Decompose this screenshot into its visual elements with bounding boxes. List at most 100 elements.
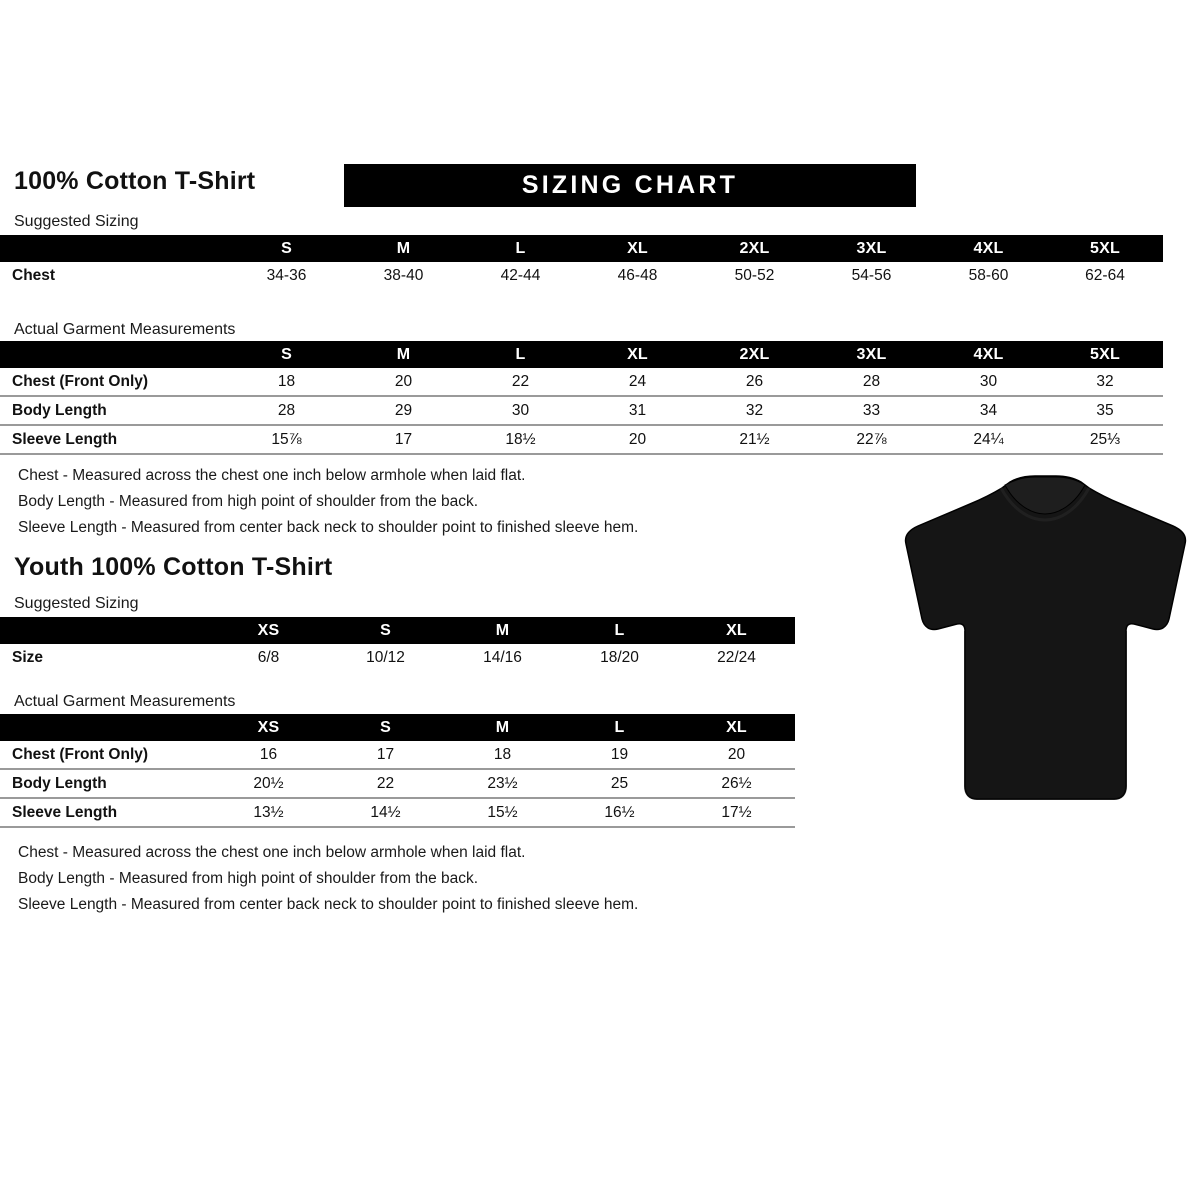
adult-actual-measurements-table: S M L XL 2XL 3XL 4XL 5XL Chest (Front On… (0, 341, 1163, 455)
column-header-xl: XL (726, 718, 747, 736)
sizing-chart-banner: SIZING CHART (344, 164, 916, 207)
table-header-row: XS S M L XL (0, 617, 795, 644)
cell-size-s: 10/12 (366, 648, 405, 666)
column-header-m: M (396, 345, 411, 363)
page-title: 100% Cotton T-Shirt (14, 167, 256, 195)
note-body-length: Body Length - Measured from high point o… (18, 870, 479, 887)
table-row: Chest (Front Only) 18 20 22 24 26 28 30 … (0, 368, 1163, 397)
cell-chestfront-xl: 24 (579, 368, 696, 397)
table-header-row: S M L XL 2XL 3XL 4XL 5XL (0, 341, 1163, 368)
adult-measurement-notes: Chest - Measured across the chest one in… (18, 463, 638, 541)
cell-chestfront-xs: 16 (210, 741, 327, 770)
column-header-2xl: 2XL (739, 345, 770, 363)
youth-suggested-sizing-label: Suggested Sizing (14, 595, 139, 612)
youth-actual-measurements-table: XS S M L XL Chest (Front Only) 16 17 18 … (0, 714, 795, 828)
cell-sleevelength-l: 16½ (561, 798, 678, 828)
cell-sleevelength-l: 18½ (462, 425, 579, 455)
adult-suggested-sizing-label: Suggested Sizing (14, 213, 139, 230)
cell-size-l: 18/20 (600, 648, 639, 666)
column-header-m: M (396, 239, 411, 257)
table-row: Sleeve Length 15⅞ 17 18½ 20 21½ 22⅞ 24¼ … (0, 425, 1163, 455)
note-sleeve-length: Sleeve Length - Measured from center bac… (18, 519, 639, 536)
adult-suggested-sizing-table: S M L XL 2XL 3XL 4XL 5XL Chest 34-36 38-… (0, 235, 1163, 289)
youth-suggested-sizing-table: XS S M L XL Size 6/8 10/12 14/16 18/20 2… (0, 617, 795, 671)
cell-chest-s: 34-36 (266, 266, 307, 284)
cell-chest-2xl: 50-52 (734, 266, 775, 284)
cell-chestfront-s: 17 (327, 741, 444, 770)
column-header-l: L (614, 621, 625, 639)
column-header-xl: XL (726, 621, 747, 639)
cell-chest-m: 38-40 (383, 266, 424, 284)
row-label-size: Size (12, 648, 44, 666)
cell-sleevelength-m: 17 (345, 425, 462, 455)
tshirt-icon (904, 475, 1187, 800)
table-row: Size 6/8 10/12 14/16 18/20 22/24 (0, 644, 795, 671)
cell-size-xl: 22/24 (717, 648, 756, 666)
cell-bodylength-xl: 26½ (678, 769, 795, 799)
sizing-chart-banner-label: SIZING CHART (521, 171, 739, 199)
cell-sleevelength-5xl: 25⅓ (1047, 425, 1163, 455)
cell-bodylength-4xl: 34 (930, 396, 1047, 426)
cell-chestfront-xl: 20 (678, 741, 795, 770)
row-label-chest: Chest (12, 266, 56, 284)
column-header-2xl: 2XL (739, 239, 770, 257)
row-label-sleeve-length: Sleeve Length (0, 798, 210, 828)
table-row: Sleeve Length 13½ 14½ 15½ 16½ 17½ (0, 798, 795, 828)
column-header-3xl: 3XL (856, 345, 887, 363)
table-header-row: XS S M L XL (0, 714, 795, 741)
cell-chest-3xl: 54-56 (851, 266, 892, 284)
cell-chestfront-s: 18 (228, 368, 345, 397)
column-header-l: L (614, 718, 625, 736)
cell-chest-4xl: 58-60 (968, 266, 1009, 284)
column-header-l: L (515, 239, 526, 257)
youth-section-title: Youth 100% Cotton T-Shirt (14, 553, 333, 581)
cell-sleevelength-4xl: 24¼ (930, 425, 1047, 455)
cell-sleevelength-xs: 13½ (210, 798, 327, 828)
cell-size-xs: 6/8 (257, 648, 280, 666)
note-chest: Chest - Measured across the chest one in… (18, 844, 526, 861)
cell-chestfront-m: 18 (444, 741, 561, 770)
column-header-m: M (495, 621, 510, 639)
row-label-body-length: Body Length (0, 769, 210, 799)
column-header-4xl: 4XL (973, 345, 1004, 363)
cell-bodylength-2xl: 32 (696, 396, 813, 426)
cell-sleevelength-m: 15½ (444, 798, 561, 828)
column-header-s: S (380, 621, 391, 639)
cell-sleevelength-2xl: 21½ (696, 425, 813, 455)
cell-bodylength-xl: 31 (579, 396, 696, 426)
table-header-row: S M L XL 2XL 3XL 4XL 5XL (0, 235, 1163, 262)
column-header-l: L (515, 345, 526, 363)
table-row: Chest 34-36 38-40 42-44 46-48 50-52 54-5… (0, 262, 1163, 289)
youth-measurement-notes: Chest - Measured across the chest one in… (18, 840, 638, 918)
cell-chestfront-l: 19 (561, 741, 678, 770)
column-header-m: M (495, 718, 510, 736)
cell-sleevelength-xl: 17½ (678, 798, 795, 828)
column-header-3xl: 3XL (856, 239, 887, 257)
cell-bodylength-l: 30 (462, 396, 579, 426)
adult-actual-measurements-label: Actual Garment Measurements (14, 321, 236, 338)
column-header-5xl: 5XL (1090, 345, 1120, 363)
column-header-rowlabel (0, 714, 210, 741)
cell-sleevelength-xl: 20 (579, 425, 696, 455)
cell-chest-l: 42-44 (500, 266, 541, 284)
column-header-s: S (380, 718, 391, 736)
cell-bodylength-l: 25 (561, 769, 678, 799)
cell-chestfront-m: 20 (345, 368, 462, 397)
cell-chest-xl: 46-48 (617, 266, 658, 284)
column-header-s: S (281, 239, 292, 257)
cell-sleevelength-3xl: 22⅞ (813, 425, 930, 455)
column-header-4xl: 4XL (973, 239, 1004, 257)
column-header-rowlabel (0, 617, 210, 644)
table-row: Body Length 28 29 30 31 32 33 34 35 (0, 396, 1163, 426)
cell-bodylength-s: 22 (327, 769, 444, 799)
column-header-xl: XL (627, 345, 648, 363)
cell-sleevelength-s: 15⅞ (228, 425, 345, 455)
note-body-length: Body Length - Measured from high point o… (18, 493, 479, 510)
row-label-chest-front-only: Chest (Front Only) (0, 741, 210, 770)
row-label-chest-front-only: Chest (Front Only) (0, 368, 228, 397)
tshirt-illustration (893, 474, 1198, 809)
cell-chestfront-5xl: 32 (1047, 368, 1163, 397)
youth-actual-measurements-label: Actual Garment Measurements (14, 693, 236, 710)
cell-size-m: 14/16 (483, 648, 522, 666)
